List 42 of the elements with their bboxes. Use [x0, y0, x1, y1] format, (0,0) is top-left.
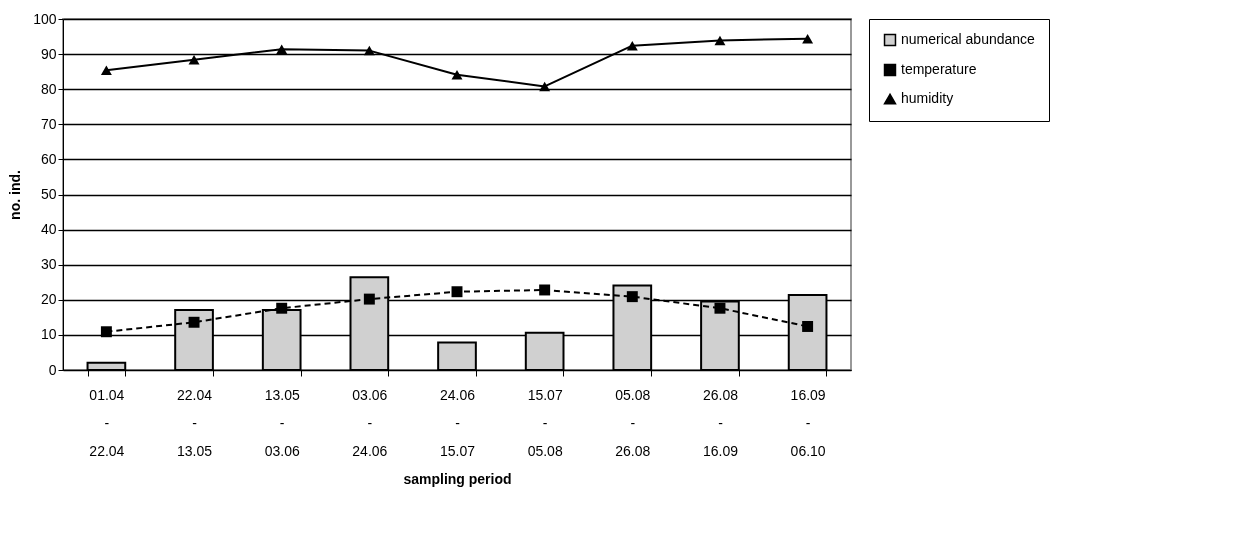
point — [451, 70, 463, 80]
x-tick-label: 15.07 - 05.08 — [527, 386, 563, 459]
point — [100, 326, 112, 338]
point — [363, 293, 375, 305]
point — [188, 316, 200, 328]
x-tick-label: 22.04 - 13.05 — [177, 386, 213, 459]
y-tick-label: 60 — [40, 150, 57, 167]
y-tick-label: 30 — [40, 256, 57, 273]
y-tick-label: 10 — [40, 326, 57, 343]
y-tick-label: 80 — [40, 80, 57, 97]
point — [276, 44, 288, 54]
legend-label: humidity — [901, 90, 954, 106]
x-tick-label: 24.06 - 15.07 — [439, 386, 476, 459]
x-tick-label: 03.06 - 24.06 — [352, 386, 388, 459]
x-tick-label: 13.05 - 03.06 — [264, 386, 300, 459]
point — [714, 35, 726, 46]
point — [276, 302, 288, 314]
point — [100, 65, 112, 75]
point — [451, 286, 463, 298]
y-tick-label: 40 — [40, 221, 57, 238]
y-tick-label: 20 — [40, 291, 57, 308]
y-axis-title: no. ind. — [7, 170, 24, 220]
legend-label: numerical abundance — [901, 31, 1036, 47]
point — [626, 40, 638, 51]
y-tick-label: 50 — [40, 186, 57, 202]
x-axis-title: sampling period — [403, 470, 512, 487]
point — [714, 302, 726, 314]
x-tick-label: 01.04 - 22.04 — [89, 386, 125, 459]
point — [802, 33, 814, 44]
x-tick-label: 16.09 - 06.10 — [790, 386, 826, 459]
y-tick-label: 100 — [33, 10, 57, 27]
point — [539, 81, 551, 92]
legend-label: temperature — [901, 61, 977, 77]
point — [363, 45, 375, 56]
x-tick-label: 05.08 - 26.08 — [615, 386, 651, 459]
x-tick-label: 26.08 - 16.09 — [702, 386, 739, 459]
point — [626, 291, 638, 303]
point — [802, 321, 814, 332]
y-tick-label: 90 — [40, 45, 57, 62]
y-tick-label: 70 — [40, 115, 57, 132]
point — [539, 284, 551, 296]
y-tick-label: 0 — [48, 361, 57, 378]
